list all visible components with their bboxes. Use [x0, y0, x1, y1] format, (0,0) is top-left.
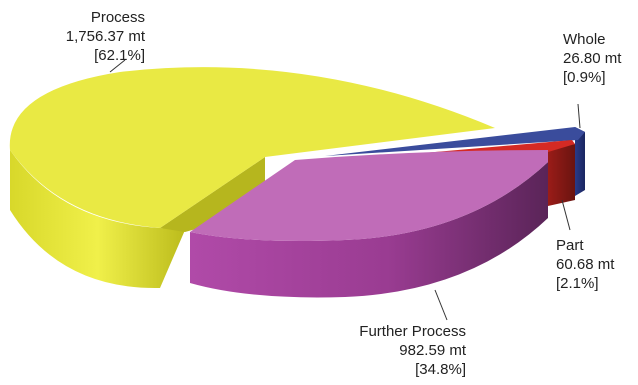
slice-further-process-side	[190, 162, 548, 298]
label-process-name: Process	[90, 9, 145, 26]
label-process: Process 1,756.37 mt [62.1%]	[35, 8, 145, 65]
label-part-value: 60.68 mt	[556, 256, 615, 273]
label-process-percent: [62.1%]	[94, 47, 145, 64]
slice-whole	[325, 127, 585, 196]
label-whole-percent: [0.9%]	[563, 69, 606, 86]
slice-process-side	[10, 150, 185, 289]
label-process-value: 1,756.37 mt	[65, 28, 145, 45]
leader-line-part	[561, 199, 571, 231]
slice-whole-side	[575, 127, 585, 196]
label-whole: Whole 26.80 mt [0.9%]	[563, 30, 637, 87]
leader-line-further-process	[434, 289, 448, 321]
slice-process-top	[9, 67, 496, 228]
label-further-process: Further Process 982.59 mt [34.8%]	[330, 322, 466, 379]
label-whole-value: 26.80 mt	[563, 50, 622, 67]
slice-further-process	[190, 150, 548, 298]
leader-line-process	[109, 59, 126, 73]
label-further-process-name: Further Process	[359, 323, 466, 340]
label-whole-name: Whole	[563, 31, 606, 48]
leader-line-whole	[577, 103, 581, 129]
label-further-process-percent: [34.8%]	[415, 361, 466, 378]
slice-whole-top	[325, 127, 585, 156]
label-part-name: Part	[556, 237, 584, 254]
slice-part-side	[548, 144, 575, 206]
label-part: Part 60.68 mt [2.1%]	[556, 236, 636, 293]
label-further-process-value: 982.59 mt	[399, 342, 466, 359]
slice-further-process-top	[190, 150, 548, 241]
label-part-percent: [2.1%]	[556, 275, 599, 292]
